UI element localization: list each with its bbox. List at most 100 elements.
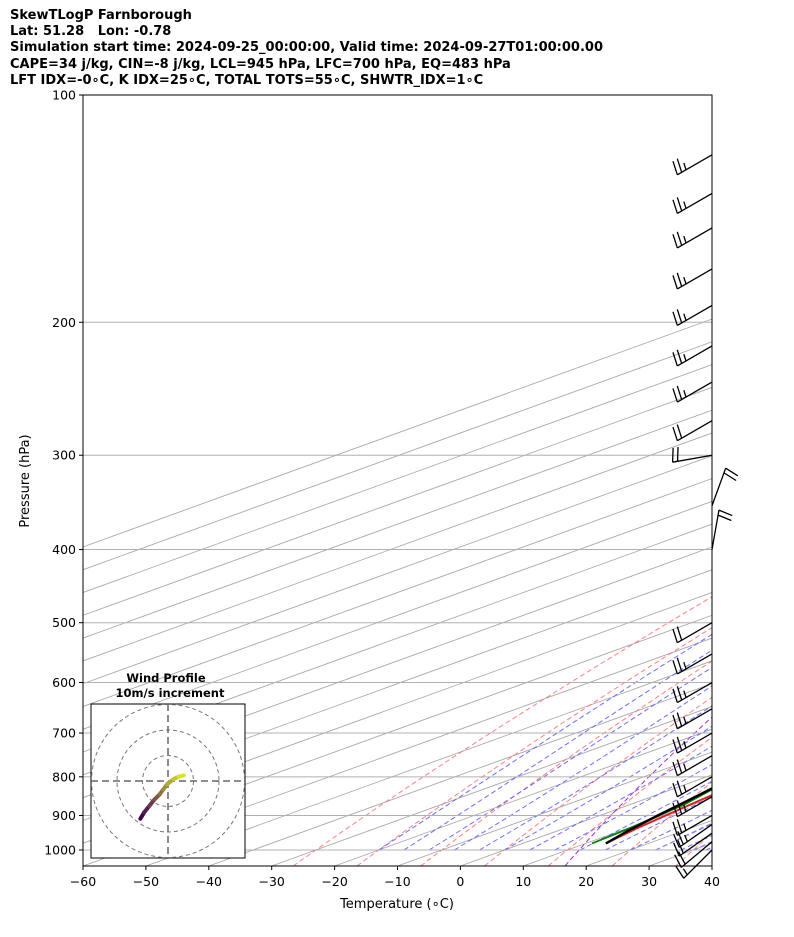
wind-barb <box>672 192 713 214</box>
barb-staff <box>677 681 713 704</box>
barb-half-flag <box>683 763 687 771</box>
barb-flag <box>676 272 683 287</box>
barb-flag <box>672 739 678 754</box>
barb-flag <box>673 842 680 857</box>
moist-adiabat-line <box>731 95 794 850</box>
barb-staff <box>677 268 713 290</box>
temperature-line <box>605 794 712 845</box>
title-line-times: Simulation start time: 2024-09-25_00:00:… <box>10 40 603 56</box>
wind-barb <box>672 755 713 777</box>
barb-flag <box>672 160 678 175</box>
barb-flag <box>676 657 683 672</box>
y-tick-label: 200 <box>52 315 76 330</box>
barb-staff <box>677 622 713 644</box>
barb-flag <box>672 802 678 817</box>
barb-half-flag <box>682 868 688 876</box>
barb-staff <box>677 776 713 798</box>
dry-adiabat-line <box>356 627 712 866</box>
barb-flag <box>725 467 739 477</box>
barb-flag <box>673 833 680 848</box>
moist-adiabat-line <box>529 745 712 851</box>
isotherm-line <box>83 409 712 639</box>
moist-adiabat-line <box>504 725 712 851</box>
mixing-ratio-line <box>731 95 794 850</box>
barb-staff <box>677 345 713 367</box>
moist-adiabat-line <box>403 649 712 851</box>
isotherm-line <box>83 364 712 594</box>
x-tick-label: −20 <box>321 874 347 889</box>
isotherm-line <box>83 592 712 821</box>
x-axis-label: Temperature (∘C) <box>339 897 454 912</box>
barb-half-flag <box>683 162 687 170</box>
hodograph <box>138 773 186 821</box>
moist-adiabat-line <box>453 685 712 851</box>
y-tick-label: 800 <box>52 769 76 784</box>
barb-half-flag <box>683 716 687 724</box>
barb-half-flag <box>683 784 687 793</box>
barb-staff <box>680 841 713 868</box>
dry-adiabat-line <box>484 696 712 866</box>
barb-staff <box>677 192 713 214</box>
wind-profile-inset: Wind Profile 10m/s increment <box>90 671 246 859</box>
isotherm-line <box>83 455 712 685</box>
barb-staff <box>683 849 713 879</box>
barb-flag <box>676 736 683 751</box>
barb-half-flag <box>683 276 687 285</box>
barb-staff <box>677 814 713 837</box>
isotherm-line <box>271 705 712 866</box>
barb-staff <box>677 653 713 675</box>
barb-staff <box>678 832 713 857</box>
barb-flag <box>676 197 683 212</box>
barb-flag <box>677 851 686 865</box>
wind-barb <box>672 708 713 730</box>
y-tick-label: 100 <box>52 88 76 103</box>
y-tick-label: 500 <box>52 615 76 630</box>
barb-flag <box>672 311 678 326</box>
dry-adiabat-line <box>292 596 712 866</box>
moist-adiabat-line <box>428 666 712 851</box>
barb-half-flag <box>683 353 687 362</box>
barb-flag <box>676 231 683 246</box>
barb-flag <box>718 509 733 517</box>
x-tick-label: 30 <box>641 874 657 889</box>
title-line-indices-1: CAPE=34 j/kg, CIN=-8 j/kg, LCL=945 hPa, … <box>10 56 511 72</box>
wind-barb <box>672 653 713 675</box>
x-tick-label: 0 <box>456 874 464 889</box>
wind-barb <box>711 467 739 506</box>
barb-flag <box>672 821 678 836</box>
barb-flag <box>671 447 674 463</box>
moist-adiabat-line <box>705 846 712 851</box>
barb-half-flag <box>683 313 687 321</box>
barb-staff <box>677 304 713 327</box>
barb-staff <box>677 796 713 818</box>
x-tick-label: −10 <box>384 874 410 889</box>
y-tick-label: 400 <box>52 542 76 557</box>
dewpoint-line <box>591 788 712 845</box>
barb-staff <box>672 454 713 463</box>
inset-rings <box>91 704 245 858</box>
wind-barb <box>672 681 713 704</box>
barb-half-flag <box>683 235 687 244</box>
wind-barb <box>674 841 713 868</box>
barb-flag <box>674 854 682 868</box>
barb-flag <box>723 472 737 482</box>
moist-adiabat-line <box>554 764 712 851</box>
wind-barb <box>671 446 713 463</box>
barb-staff <box>677 227 713 249</box>
wind-barb <box>672 732 713 754</box>
barb-flag <box>672 628 678 643</box>
hodograph-segment <box>176 773 186 779</box>
isotherm-line <box>83 432 712 662</box>
wind-barb <box>672 796 713 818</box>
barb-flag <box>676 759 683 774</box>
barb-staff <box>711 467 727 506</box>
barb-half-flag <box>683 741 687 749</box>
barb-staff <box>711 510 720 550</box>
barb-half-flag <box>683 804 687 812</box>
wind-barb <box>673 823 713 848</box>
wind-barb <box>711 509 733 550</box>
wind-barbs <box>671 154 739 879</box>
barb-flag <box>672 352 678 367</box>
barb-half-flag <box>683 661 687 670</box>
